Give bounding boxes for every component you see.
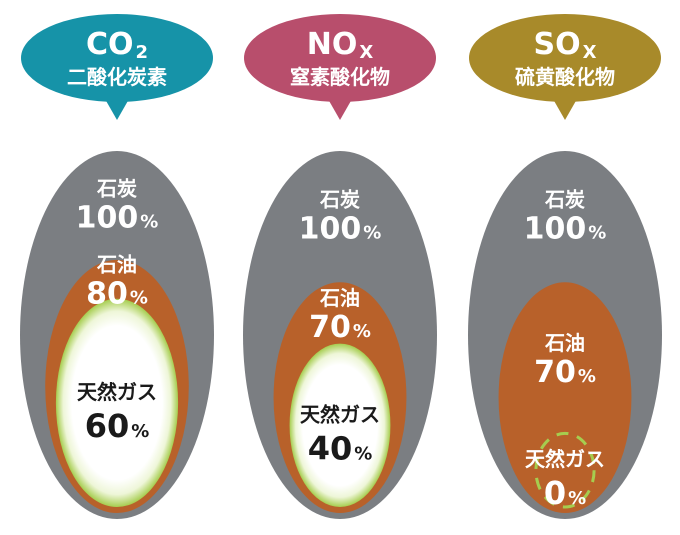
group-1-gas-value-unit: % — [354, 443, 372, 464]
group-0-formula: CO 2 — [86, 27, 148, 63]
group-0-gas-value-number: 60 — [85, 407, 130, 445]
group-0-gas-label: 天然ガス — [77, 380, 157, 404]
group-1-coal-value-number: 100 — [299, 212, 362, 247]
group-2-oil-value-number: 70 — [534, 355, 576, 390]
group-2-coal-label: 石炭 — [544, 188, 585, 212]
group-0-name: 二酸化炭素 — [67, 65, 167, 89]
group-0-coal-value-unit: % — [140, 211, 158, 232]
group-0-oil-value: 80% — [86, 276, 148, 311]
group-0-formula-base: CO — [86, 27, 134, 62]
group-2-oil-value-unit: % — [578, 366, 596, 387]
group-0-oil-value-unit: % — [130, 287, 148, 308]
group-2-formula: SO X — [534, 27, 597, 63]
group-1-name: 窒素酸化物 — [290, 65, 390, 89]
group-2-coal-value: 100% — [524, 212, 607, 247]
group-0-coal-value-number: 100 — [76, 200, 139, 235]
group-1-formula: NO X — [307, 27, 374, 63]
group-2-oil-label: 石油 — [544, 331, 585, 355]
group-0-formula-sub: 2 — [136, 42, 149, 63]
group-2-gas-value-number: 0 — [544, 474, 566, 512]
group-2-gas-ellipse — [534, 431, 596, 509]
group-1-gas-value-number: 40 — [308, 429, 353, 467]
group-2-gas-label: 天然ガス — [525, 447, 605, 471]
group-1-oil-value: 70% — [309, 310, 371, 345]
group-1-coal-value: 100% — [299, 212, 382, 247]
group-0-gas-value-unit: % — [131, 421, 149, 442]
group-2-oil-ellipse — [498, 282, 632, 513]
group-2-coal-value-unit: % — [588, 223, 606, 244]
group-2-name: 硫黄酸化物 — [515, 65, 615, 89]
group-1-formula-base: NO — [307, 27, 358, 62]
group-1-oil-value-unit: % — [353, 321, 371, 342]
group-0-gas-value: 60% — [85, 407, 150, 445]
group-2-oil-value: 70% — [534, 355, 596, 390]
group-1-gas-ellipse — [289, 343, 391, 507]
group-2-coal-value-number: 100 — [524, 212, 587, 247]
group-2-formula-base: SO — [534, 27, 581, 62]
group-1-formula-sub: X — [359, 42, 373, 63]
group-0-gas-ellipse — [55, 298, 179, 507]
group-1-bubble — [244, 14, 436, 102]
group-1-oil-label: 石油 — [319, 286, 360, 310]
group-1-coal-value-unit: % — [363, 223, 381, 244]
group-2-gas-value: 0% — [544, 474, 586, 512]
group-1-gas-value: 40% — [308, 429, 373, 467]
group-1-oil-value-number: 70 — [309, 310, 351, 345]
group-0-bubble — [21, 14, 213, 102]
group-0-coal-value: 100% — [76, 200, 159, 235]
group-2-gas-value-unit: % — [568, 488, 586, 509]
group-0-coal-label: 石炭 — [96, 176, 137, 200]
group-0-oil-value-number: 80 — [86, 276, 128, 311]
group-2-formula-sub: X — [583, 42, 597, 63]
group-2-bubble — [469, 14, 661, 102]
group-1-gas-label: 天然ガス — [300, 402, 380, 426]
group-1-coal-label: 石炭 — [319, 188, 360, 212]
group-0-oil-label: 石油 — [96, 252, 137, 276]
